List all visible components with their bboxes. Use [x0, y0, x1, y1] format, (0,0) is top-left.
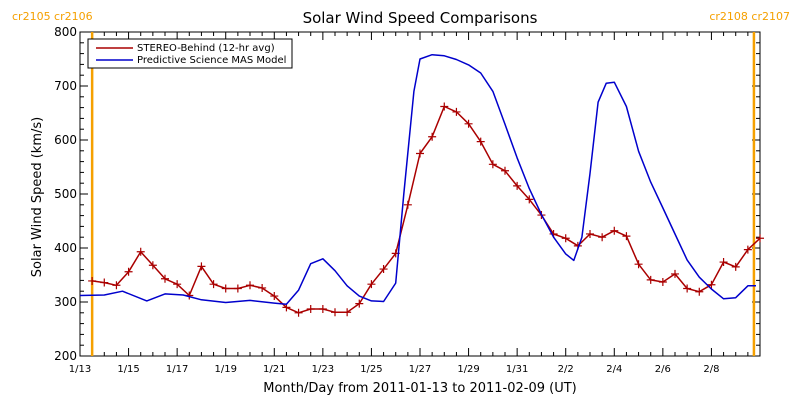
data-point-stereo	[440, 102, 449, 111]
x-tick-label: 2/4	[606, 364, 622, 375]
y-tick-label: 600	[54, 133, 77, 147]
data-point-stereo	[379, 265, 388, 274]
x-tick-label: 1/19	[214, 364, 236, 375]
y-axis-label: Solar Wind Speed (km/s)	[30, 117, 45, 277]
data-point-stereo	[367, 280, 376, 289]
data-point-stereo	[622, 232, 631, 241]
y-tick-label: 800	[54, 25, 77, 39]
data-point-stereo	[671, 269, 679, 278]
data-point-stereo	[513, 181, 522, 190]
plot-area: 200 300 400 500 600 700 800 1/13 1/15 1/17 1/19 1/2…	[54, 25, 764, 375]
y-tick-label: 200	[54, 349, 77, 363]
data-point-stereo	[221, 284, 230, 293]
data-point-stereo	[403, 200, 412, 209]
y-tick-label: 500	[54, 187, 77, 201]
data-point-stereo	[112, 281, 121, 290]
data-point-stereo	[416, 149, 424, 158]
data-point-stereo	[476, 137, 485, 146]
data-point-stereo	[197, 262, 206, 271]
x-tick-label: 1/17	[166, 364, 188, 375]
legend-label-stereo: STEREO-Behind (12-hr avg)	[137, 43, 275, 54]
data-point-stereo	[428, 132, 437, 141]
x-tick-label: 1/31	[506, 364, 528, 375]
data-point-stereo	[634, 260, 643, 269]
data-point-stereo	[610, 226, 619, 235]
y-tick-label: 700	[54, 79, 77, 93]
legend-label-model: Predictive Science MAS Model	[137, 55, 286, 66]
carrington-label-left: cr2105 cr2106	[12, 10, 93, 23]
carrington-label-right: cr2108 cr2107	[709, 10, 790, 23]
data-point-stereo	[124, 267, 133, 276]
x-tick-label: 1/27	[409, 364, 431, 375]
data-point-stereo	[719, 258, 728, 267]
x-tick-label: 2/6	[655, 364, 671, 375]
x-tick-label: 1/21	[263, 364, 285, 375]
series-line-stereo	[91, 105, 761, 314]
x-axis-label: Month/Day from 2011-01-13 to 2011-02-09 …	[263, 381, 576, 396]
x-tick-label: 1/25	[360, 364, 382, 375]
data-point-stereo	[658, 278, 667, 287]
data-point-stereo	[173, 280, 182, 289]
legend-box	[87, 38, 293, 69]
data-point-stereo	[355, 299, 364, 308]
data-point-stereo	[318, 305, 327, 314]
data-point-stereo	[756, 234, 764, 243]
x-tick-label: 1/23	[312, 364, 334, 375]
data-point-stereo	[270, 292, 279, 301]
data-point-stereo	[464, 119, 473, 128]
data-point-stereo	[294, 308, 303, 317]
legend: STEREO-Behind (12-hr avg) Predictive Sci…	[87, 38, 293, 69]
data-point-stereo	[586, 229, 594, 238]
data-point-stereo	[452, 107, 461, 116]
data-point-stereo	[731, 262, 740, 271]
y-tick-label: 400	[54, 241, 77, 255]
data-point-stereo	[331, 308, 339, 317]
data-point-stereo	[598, 233, 607, 242]
x-tick-label: 2/8	[703, 364, 719, 375]
data-point-stereo	[233, 284, 242, 293]
x-tick-label: 1/15	[117, 364, 139, 375]
data-point-stereo	[209, 280, 218, 289]
data-point-stereo	[306, 305, 315, 314]
data-point-stereo	[100, 278, 109, 287]
data-point-stereo	[525, 195, 534, 204]
x-tick-label: 1/29	[457, 364, 479, 375]
data-point-stereo	[707, 280, 716, 289]
data-point-stereo	[161, 274, 169, 283]
x-tick-label: 2/2	[558, 364, 574, 375]
data-point-stereo	[501, 166, 509, 175]
series-line-model	[79, 53, 756, 305]
data-point-stereo	[683, 284, 692, 293]
data-point-stereo	[258, 283, 267, 292]
data-point-stereo	[646, 275, 655, 284]
data-point-stereo	[743, 245, 752, 254]
data-point-stereo	[148, 261, 157, 270]
chart-title: Solar Wind Speed Comparisons	[303, 9, 538, 27]
data-point-stereo	[246, 281, 254, 290]
data-point-stereo	[136, 247, 145, 256]
data-point-stereo	[343, 308, 352, 317]
data-point-stereo	[88, 276, 97, 285]
data-point-stereo	[695, 287, 704, 296]
data-point-stereo	[488, 160, 497, 169]
y-tick-label: 300	[54, 295, 77, 309]
data-point-stereo	[561, 234, 570, 243]
x-tick-label: 1/13	[69, 364, 91, 375]
